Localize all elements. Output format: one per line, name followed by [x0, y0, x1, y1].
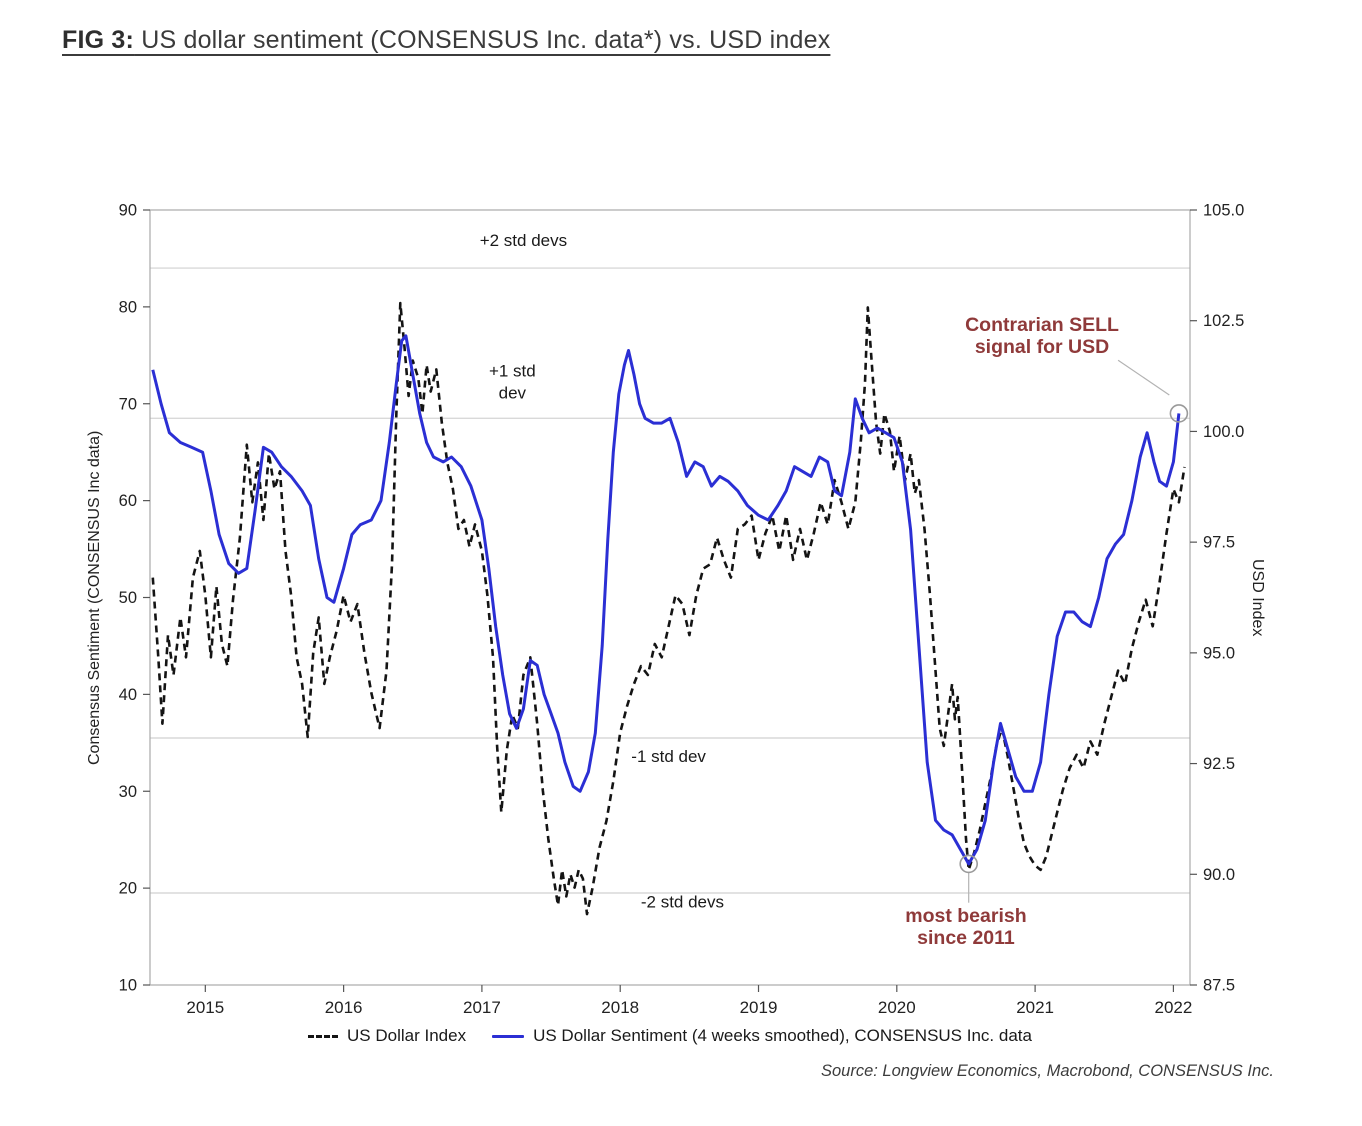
left-tick-label: 10: [119, 977, 137, 995]
left-tick-label: 40: [119, 686, 137, 704]
most-bearish-circle: [959, 854, 979, 874]
figure-title: FIG 3: US dollar sentiment (CONSENSUS In…: [62, 26, 830, 55]
right-axis-title: USD Index: [1249, 558, 1266, 637]
x-tick-label: 2019: [740, 998, 778, 1017]
figure-title-text: US dollar sentiment (CONSENSUS Inc. data…: [134, 26, 831, 54]
right-tick-label: 87.5: [1203, 977, 1235, 995]
legend-item-usd-index: US Dollar Index: [308, 1026, 466, 1046]
x-tick-label: 2022: [1154, 998, 1192, 1017]
solid-line-swatch: [492, 1034, 525, 1038]
usd-index-series: [151, 301, 1186, 916]
legend-label-usd-index: US Dollar Index: [347, 1026, 467, 1045]
x-tick-label: 2017: [463, 998, 501, 1017]
x-tick-label: 2018: [601, 998, 639, 1017]
x-tick-label: 2016: [325, 998, 363, 1017]
left-tick-label: 50: [119, 589, 137, 607]
x-tick-label: 2020: [878, 998, 916, 1017]
annotation-minus-2-std: -2 std devs: [641, 893, 724, 912]
x-tick-label: 2021: [1016, 998, 1054, 1017]
annotation-plus-2-std: +2 std devs: [480, 231, 567, 250]
legend-item-sentiment: US Dollar Sentiment (4 weeks smoothed), …: [492, 1026, 1032, 1046]
legend-label-sentiment: US Dollar Sentiment (4 weeks smoothed), …: [533, 1026, 1032, 1045]
right-tick-label: 100.0: [1203, 423, 1244, 441]
right-tick-label: 105.0: [1203, 202, 1244, 220]
annotation-contrarian-sell: Contrarian SELL: [965, 314, 1119, 336]
right-tick-label: 95.0: [1203, 644, 1235, 662]
left-tick-label: 60: [119, 492, 137, 510]
sentiment-series: [151, 334, 1181, 866]
right-tick-label: 92.5: [1203, 755, 1235, 773]
right-tick-label: 90.0: [1203, 866, 1235, 884]
annotation-plus-1-std: dev: [499, 384, 527, 403]
annotation-minus-1-std: -1 std dev: [631, 747, 706, 766]
legend: US Dollar Index US Dollar Sentiment (4 w…: [150, 1026, 1190, 1046]
annotation-most-bearish: most bearish: [905, 905, 1026, 927]
annotation-plus-1-std: +1 std: [489, 362, 536, 381]
annotation-connector: [1117, 359, 1170, 396]
right-tick-label: 97.5: [1203, 534, 1235, 552]
x-tick-label: 2015: [186, 998, 224, 1017]
source-note: Source: Longview Economics, Macrobond, C…: [820, 1062, 1274, 1080]
left-tick-label: 90: [119, 202, 137, 220]
left-axis-title: Consensus Sentiment (CONSENSUS Inc data): [86, 430, 103, 765]
figure-title-prefix: FIG 3:: [62, 26, 135, 54]
dashed-line-swatch: [308, 1034, 339, 1038]
left-tick-label: 30: [119, 783, 137, 801]
left-tick-label: 70: [119, 395, 137, 413]
left-tick-label: 80: [119, 298, 137, 316]
right-tick-label: 102.5: [1203, 312, 1244, 330]
contrarian-sell-circle: [1169, 404, 1189, 423]
annotation-most-bearish: since 2011: [917, 927, 1015, 949]
annotation-contrarian-sell: signal for USD: [975, 336, 1109, 358]
left-tick-label: 20: [119, 880, 137, 898]
